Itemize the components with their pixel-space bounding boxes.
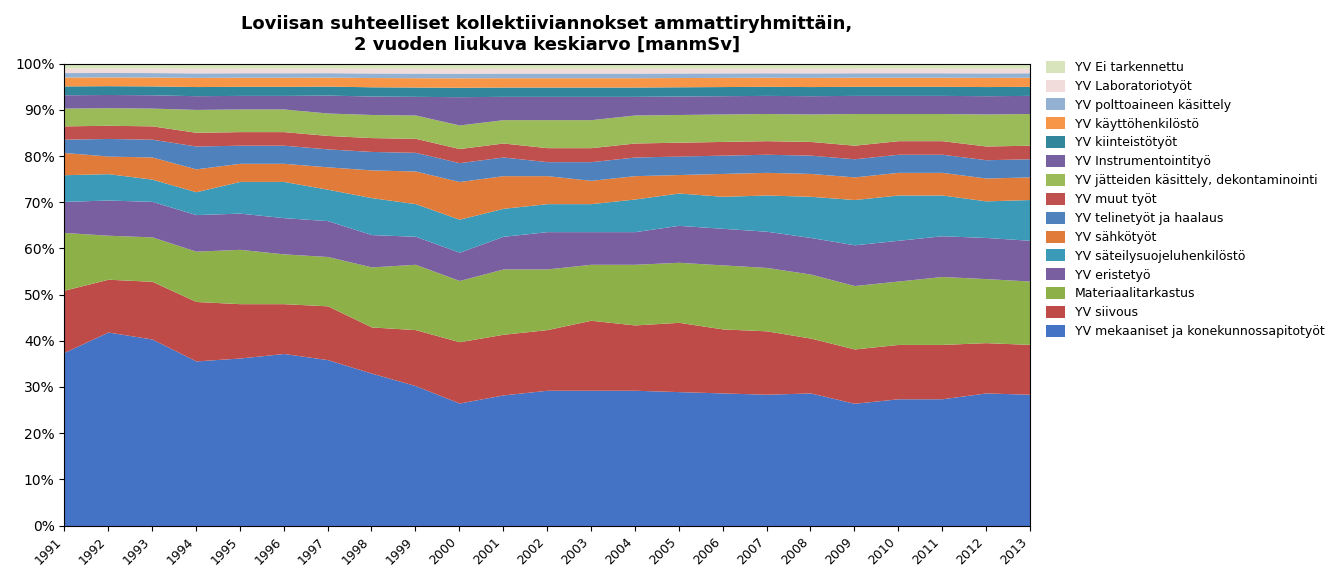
Legend: YV Ei tarkennettu, YV Laboratoriotyöt, YV polttoaineen käsittely, YV käyttöhenki: YV Ei tarkennettu, YV Laboratoriotyöt, Y… [1045,61,1324,338]
Title: Loviisan suhteelliset kollektiiviannokset ammattiryhmittäin,
2 vuoden liukuva ke: Loviisan suhteelliset kollektiiviannokse… [241,15,852,54]
